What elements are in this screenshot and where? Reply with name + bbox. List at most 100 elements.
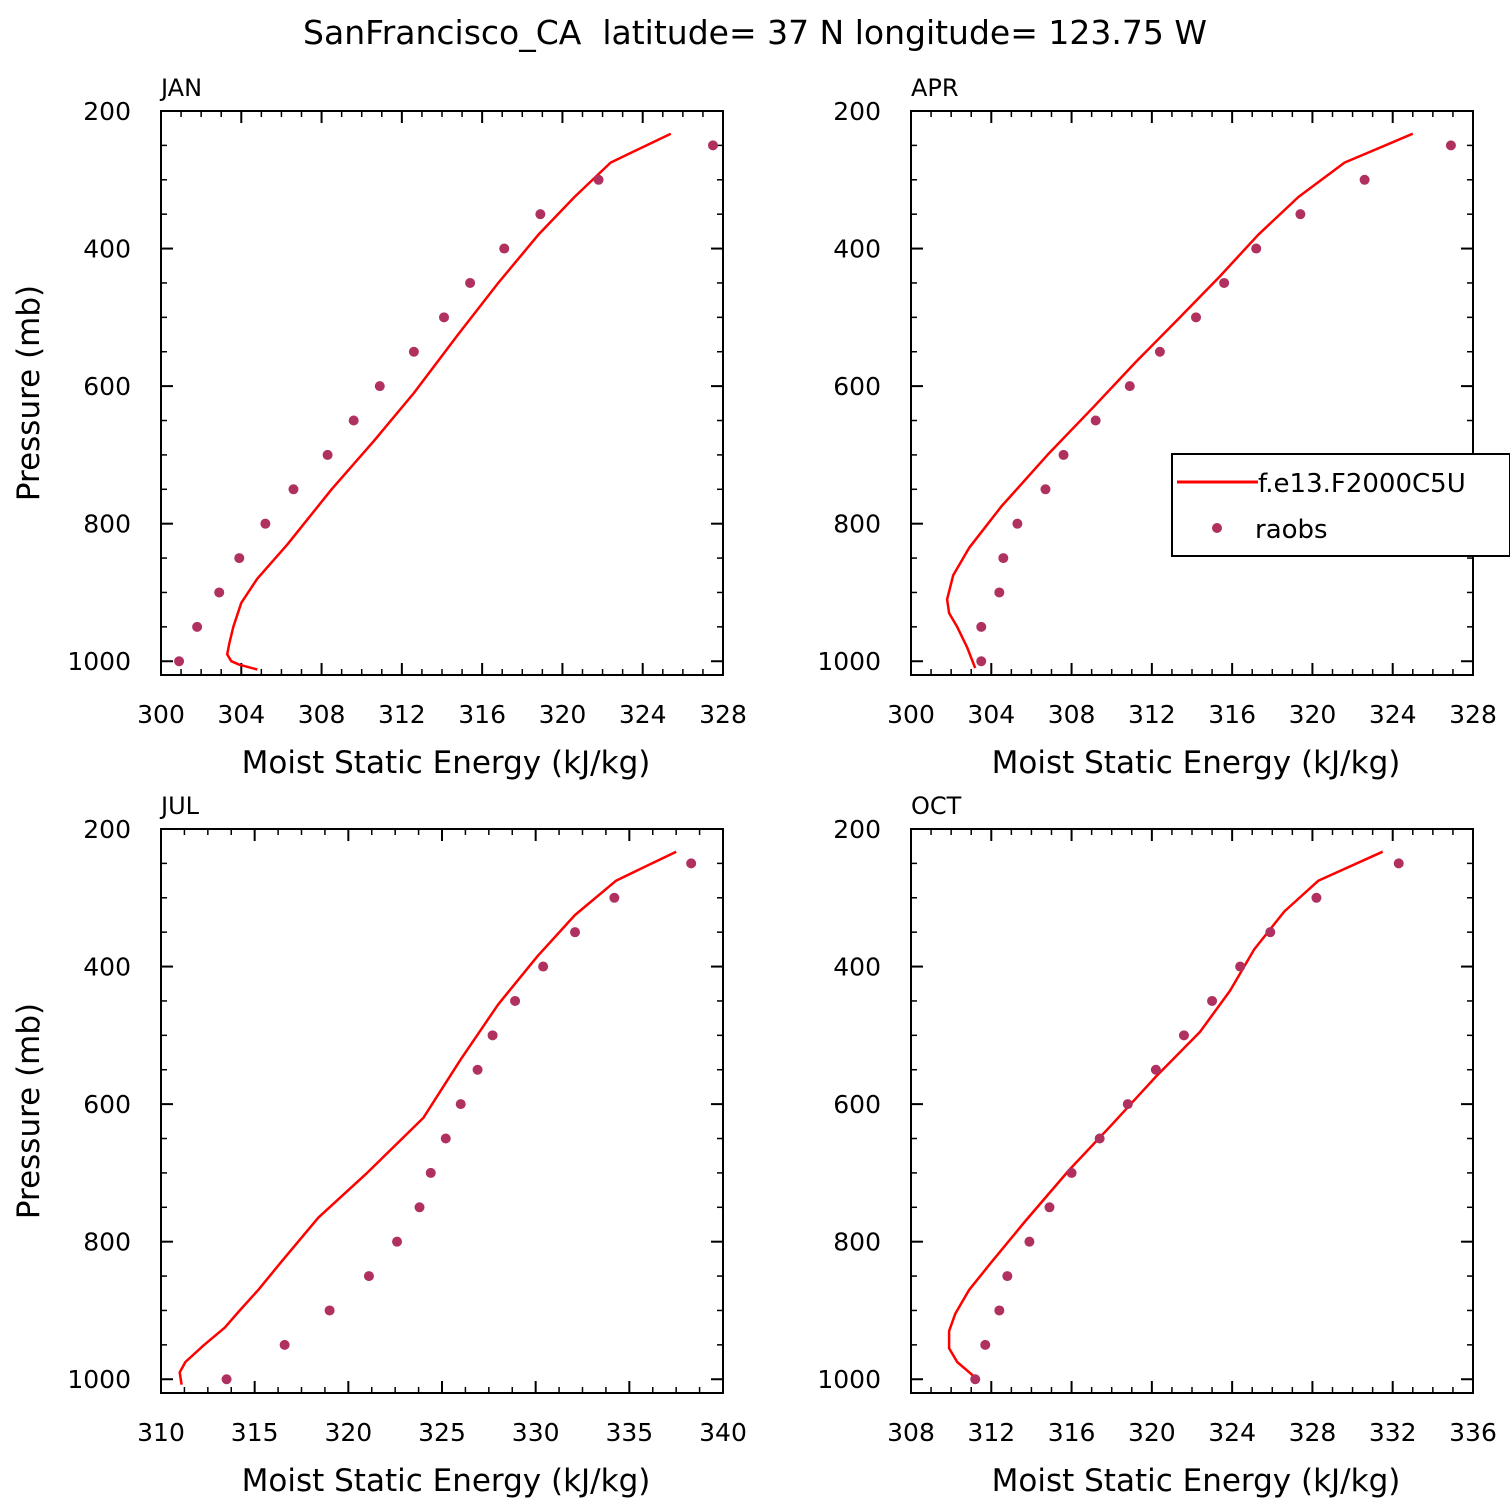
y-tick-label: 200: [83, 97, 131, 126]
y-tick-label: 800: [83, 510, 131, 539]
obs-point: [392, 1236, 403, 1247]
x-tick-label: 315: [231, 1418, 279, 1447]
x-tick-label: 300: [137, 700, 185, 729]
legend-obs-label: raobs: [1255, 515, 1328, 545]
obs-point: [1219, 277, 1230, 288]
panel-oct: 308 312 316 320 324 328 332 336 200 400 600 800 1000…: [817, 792, 1496, 1499]
x-tick-label: 336: [1449, 1418, 1497, 1447]
obs-point: [1191, 312, 1202, 323]
panels: 300 304 308 312 316 320 324 328 200 400 600 800 1000…: [11, 74, 1497, 1499]
obs-point: [1207, 995, 1218, 1006]
obs-point: [1295, 209, 1306, 220]
obs-point: [1024, 1236, 1035, 1247]
obs-point: [1124, 381, 1135, 392]
panel-jan: 300 304 308 312 316 320 324 328 200 400 600 800 1000…: [11, 74, 747, 781]
obs-point: [288, 484, 299, 495]
obs-point: [465, 277, 476, 288]
obs-point: [1012, 518, 1023, 529]
y-tick-label: 1000: [67, 647, 131, 676]
obs-point: [970, 1374, 981, 1385]
obs-point: [1090, 415, 1101, 426]
y-tick-label: 1000: [817, 647, 881, 676]
x-tick-label: 304: [217, 700, 265, 729]
x-tick-label: 300: [887, 700, 935, 729]
model-line: [945, 132, 1414, 669]
obs-point: [510, 995, 521, 1006]
y-tick-label: 400: [833, 953, 881, 982]
x-tick-label: 312: [1128, 700, 1176, 729]
obs-point: [1251, 243, 1262, 254]
obs-point: [1393, 858, 1404, 869]
obs-point: [414, 1202, 425, 1213]
plot-frame: [160, 828, 724, 1394]
y-tick-label: 600: [833, 372, 881, 401]
x-tick-label: 335: [605, 1418, 653, 1447]
obs-point: [221, 1374, 232, 1385]
obs-point: [570, 927, 581, 938]
y-tick-label: 200: [83, 815, 131, 844]
obs-point: [472, 1064, 483, 1075]
panel-jul: 310 315 320 325 330 335 340 200 400 600 800 1000 JUL…: [11, 792, 747, 1499]
legend: f.e13.F2000C5U raobs: [1171, 453, 1510, 557]
y-axis-label: Pressure (mb): [11, 285, 47, 501]
model-line: [178, 850, 677, 1385]
obs-point: [609, 892, 620, 903]
obs-point: [1066, 1167, 1077, 1178]
x-tick-label: 320: [324, 1418, 372, 1447]
obs-point: [174, 656, 185, 667]
y-axis-label: Pressure (mb): [11, 1003, 47, 1219]
x-tick-label: 340: [699, 1418, 747, 1447]
x-axis-label: Moist Static Energy (kJ/kg): [242, 745, 651, 781]
obs-point: [1058, 449, 1069, 460]
x-tick-label: 328: [1449, 700, 1497, 729]
obs-point: [1150, 1064, 1161, 1075]
y-tick-label: 600: [83, 372, 131, 401]
x-tick-label: 320: [539, 700, 587, 729]
obs-point: [1178, 1030, 1189, 1041]
y-tick-label: 600: [83, 1090, 131, 1119]
obs-point: [374, 381, 385, 392]
obs-point: [487, 1030, 498, 1041]
y-tick-label: 600: [833, 1090, 881, 1119]
obs-point: [1235, 961, 1246, 972]
panel-label: APR: [911, 74, 959, 102]
obs-point: [998, 553, 1009, 564]
obs-point: [1359, 174, 1370, 185]
obs-point: [1094, 1133, 1105, 1144]
panel-label: JAN: [159, 74, 202, 102]
x-tick-label: 316: [1208, 700, 1256, 729]
obs-point: [322, 449, 333, 460]
obs-point: [1265, 927, 1276, 938]
obs-point: [1044, 1202, 1055, 1213]
obs-point: [348, 415, 359, 426]
obs-point: [1002, 1271, 1013, 1282]
x-tick-label: 310: [137, 1418, 185, 1447]
x-tick-label: 320: [1289, 700, 1337, 729]
obs-point: [192, 621, 203, 632]
x-tick-label: 316: [458, 700, 506, 729]
obs-point: [686, 858, 697, 869]
panel-label: OCT: [911, 792, 962, 820]
obs-point: [234, 553, 245, 564]
obs-point: [976, 621, 987, 632]
x-tick-label: 328: [699, 700, 747, 729]
obs-point: [976, 656, 987, 667]
x-tick-label: 312: [967, 1418, 1015, 1447]
y-tick-label: 400: [833, 235, 881, 264]
obs-point: [1445, 140, 1456, 151]
obs-point: [440, 1133, 451, 1144]
obs-point: [1311, 892, 1322, 903]
x-tick-label: 308: [1048, 700, 1096, 729]
plot-frame: [160, 110, 724, 676]
obs-point: [260, 518, 271, 529]
x-tick-label: 312: [378, 700, 426, 729]
obs-point: [535, 209, 546, 220]
x-tick-label: 324: [1208, 1418, 1256, 1447]
x-tick-label: 328: [1289, 1418, 1337, 1447]
model-line: [225, 132, 672, 671]
y-tick-label: 200: [833, 97, 881, 126]
x-tick-label: 316: [1048, 1418, 1096, 1447]
obs-point: [994, 1305, 1005, 1316]
x-tick-label: 320: [1128, 1418, 1176, 1447]
legend-model-label: f.e13.F2000C5U: [1258, 469, 1466, 499]
